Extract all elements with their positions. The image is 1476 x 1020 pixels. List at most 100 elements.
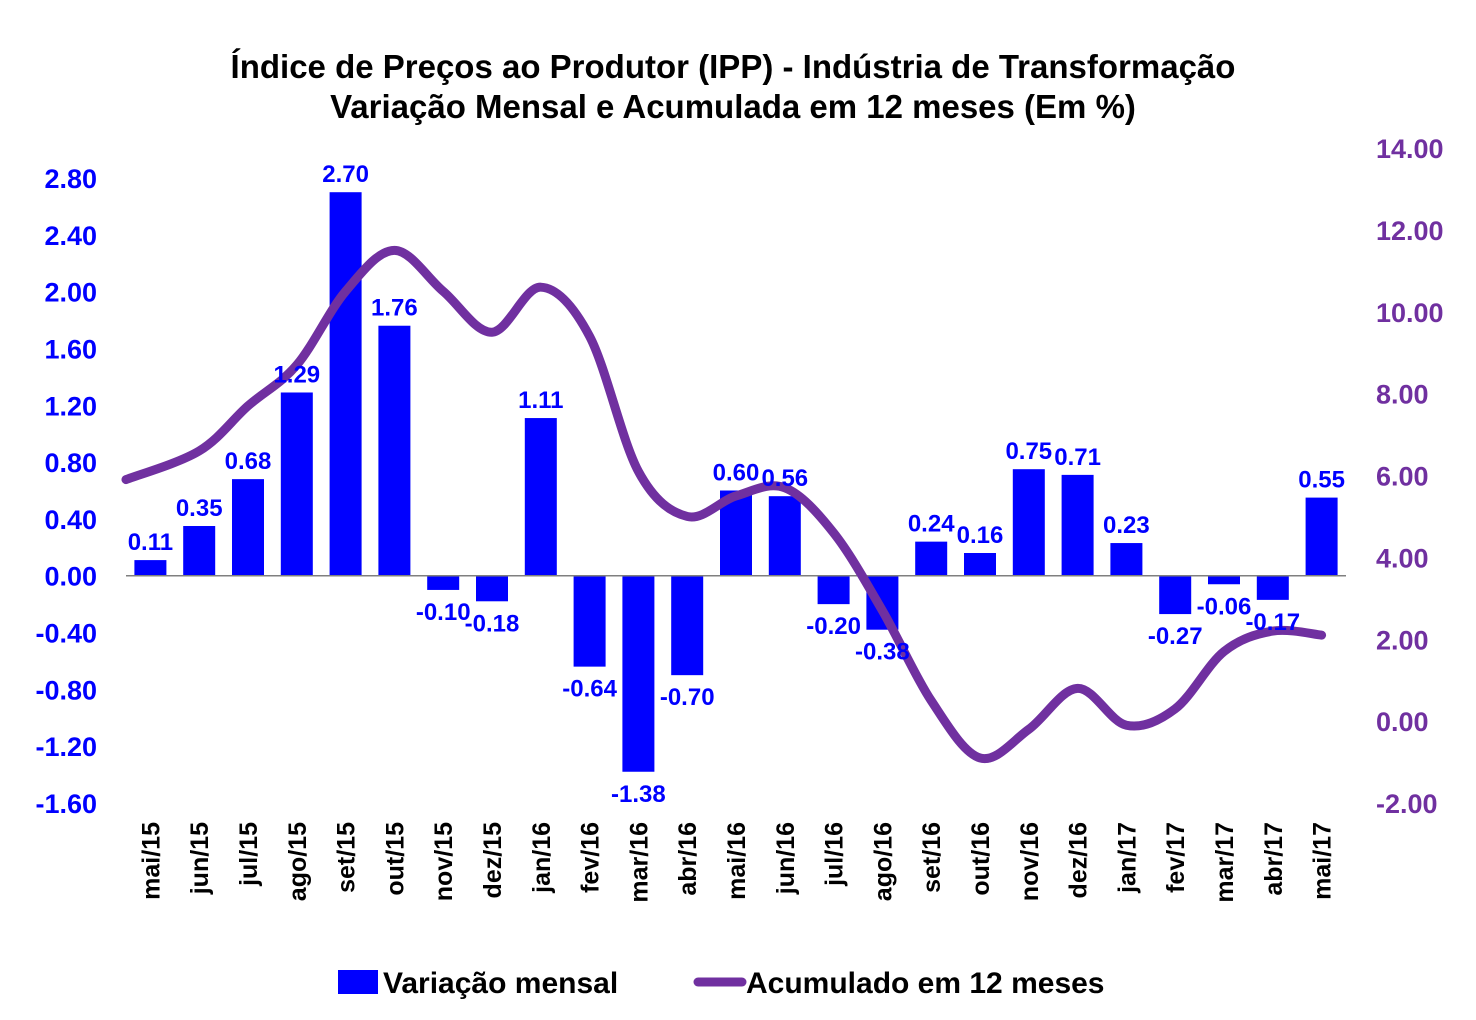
bar-label-mar/17: -0.06 [1197, 593, 1252, 620]
x-tick-abr/16: abr/16 [674, 822, 702, 896]
right-axis-tick: 2.00 [1376, 625, 1429, 655]
x-tick-mai/15: mai/15 [137, 822, 165, 900]
x-tick-jul/16: jul/16 [821, 822, 849, 887]
right-axis-tick: 14.00 [1376, 134, 1444, 164]
x-tick-mar/17: mar/17 [1211, 822, 1239, 903]
chart-title-line-1: Índice de Preços ao Produtor (IPP) - Ind… [231, 48, 1236, 85]
left-axis-tick: 1.20 [44, 391, 97, 421]
legend-swatch-variacao-mensal [338, 970, 378, 994]
bar-label-jun/15: 0.35 [176, 495, 223, 522]
bar-jun/15 [183, 526, 216, 576]
bar-abr/16 [671, 575, 704, 676]
bar-fev/16 [573, 575, 606, 667]
x-tick-abr/17: abr/17 [1260, 822, 1288, 896]
x-tick-ago/15: ago/15 [284, 822, 312, 901]
right-axis-tick: 6.00 [1376, 462, 1429, 492]
left-axis-tick: -1.20 [35, 732, 97, 762]
bar-label-set/16: 0.24 [908, 511, 955, 538]
x-tick-jan/16: jan/16 [528, 822, 556, 894]
bar-label-fev/16: -0.64 [562, 676, 617, 703]
x-tick-jun/15: jun/15 [186, 822, 214, 895]
left-axis-tick: 0.00 [44, 562, 97, 592]
left-axis-tick: 2.00 [44, 278, 97, 308]
bar-label-jan/17: 0.23 [1103, 512, 1150, 539]
x-tick-mar/16: mar/16 [625, 822, 653, 903]
bar-label-jun/16: 0.56 [761, 465, 808, 492]
bar-label-jul/16: -0.20 [806, 613, 861, 640]
right-axis-tick: 10.00 [1376, 298, 1444, 328]
bar-dez/15 [476, 575, 508, 602]
bar-mai/15 [134, 560, 167, 576]
left-axis-tick: 0.80 [44, 448, 97, 478]
x-tick-mai/17: mai/17 [1309, 822, 1337, 900]
right-axis-tick: 12.00 [1376, 216, 1444, 246]
x-tick-nov/15: nov/15 [430, 822, 458, 901]
bar-label-mai/16: 0.60 [713, 460, 760, 487]
bar-label-jul/15: 0.68 [225, 448, 272, 475]
bar-jul/16 [817, 575, 850, 605]
bar-label-dez/15: -0.18 [465, 610, 520, 637]
bar-label-nov/16: 0.75 [1005, 438, 1052, 465]
bar-label-set/15: 2.70 [322, 161, 369, 188]
bar-out/15 [378, 325, 411, 576]
bar-label-jan/16: 1.11 [518, 387, 563, 414]
bar-jun/16 [768, 496, 801, 576]
bar-jul/15 [232, 479, 264, 576]
left-y-axis: 2.80 2.40 2.00 1.60 1.20 0.80 0.40 0.00 -0.40 -0.… [35, 164, 97, 819]
bar-fev/17 [1159, 575, 1192, 615]
bar-set/15 [329, 192, 362, 576]
bar-label-nov/15: -0.10 [416, 599, 471, 626]
x-tick-fev/16: fev/16 [577, 822, 605, 893]
x-tick-out/16: out/16 [967, 822, 995, 896]
bar-label-ago/15: 1.29 [273, 361, 320, 388]
right-axis-tick: 8.00 [1376, 380, 1429, 410]
left-axis-tick: 0.40 [44, 505, 97, 535]
right-axis-tick: 4.00 [1376, 543, 1429, 573]
chart-title-line-2: Variação Mensal e Acumulada em 12 meses … [330, 88, 1136, 125]
x-tick-jan/17: jan/17 [1113, 822, 1141, 894]
bar-nov/16 [1012, 469, 1045, 576]
x-tick-mai/16: mai/16 [723, 822, 751, 900]
x-tick-ago/16: ago/16 [869, 822, 897, 901]
bar-label-abr/16: -0.70 [660, 684, 715, 711]
bar-abr/17 [1256, 575, 1289, 600]
left-axis-tick: 2.80 [44, 164, 97, 194]
x-tick-nov/16: nov/16 [1016, 822, 1044, 901]
bar-label-abr/17: -0.17 [1245, 609, 1300, 636]
accumulated-12m-line [121, 245, 1327, 764]
bar-data-labels: 0.110.350.68 1.29 2.70 1.76 -0.10-0.18 1.11 -0… [128, 161, 1345, 808]
bar-jan/16 [524, 418, 557, 576]
x-tick-jul/15: jul/15 [235, 822, 263, 887]
legend: Variação mensal Acumulado em 12 meses [338, 967, 1105, 1000]
bar-label-ago/16: -0.38 [855, 639, 910, 666]
right-y-axis: 14.00 12.00 10.00 8.00 6.00 4.00 2.00 0.00 -2.00 [1376, 134, 1444, 819]
monthly-variation-bars [134, 192, 1338, 772]
bar-set/16 [915, 541, 948, 576]
bar-label-out/16: 0.16 [957, 522, 1004, 549]
right-axis-tick: -2.00 [1376, 789, 1438, 819]
x-tick-dez/15: dez/15 [479, 822, 507, 899]
left-axis-tick: -0.80 [35, 675, 97, 705]
left-axis-tick: -0.40 [35, 619, 97, 649]
bar-ago/15 [280, 392, 313, 576]
bar-mar/16 [622, 575, 655, 772]
bar-label-dez/16: 0.71 [1054, 444, 1101, 471]
x-tick-fev/17: fev/17 [1162, 822, 1190, 893]
x-tick-dez/16: dez/16 [1065, 822, 1093, 898]
x-axis-category-labels: mai/15 jun/15 jul/15 ago/15 set/15 out/15 nov/… [137, 822, 1336, 903]
bar-label-mai/15: 0.11 [128, 529, 173, 556]
legend-label-variacao-mensal: Variação mensal [383, 967, 618, 1000]
bar-dez/16 [1061, 474, 1094, 576]
bar-jan/17 [1110, 543, 1143, 576]
x-tick-out/15: out/15 [381, 822, 409, 896]
bar-label-mai/17: 0.55 [1298, 467, 1345, 494]
bar-out/16 [964, 553, 996, 576]
bar-label-fev/17: -0.27 [1148, 623, 1203, 650]
left-axis-tick: 2.40 [44, 221, 97, 251]
bar-label-out/15: 1.76 [371, 295, 418, 322]
x-tick-jun/16: jun/16 [772, 822, 800, 895]
left-axis-tick: 1.60 [44, 334, 97, 364]
x-tick-set/16: set/16 [918, 822, 946, 893]
legend-label-acumulado: Acumulado em 12 meses [746, 967, 1105, 1000]
